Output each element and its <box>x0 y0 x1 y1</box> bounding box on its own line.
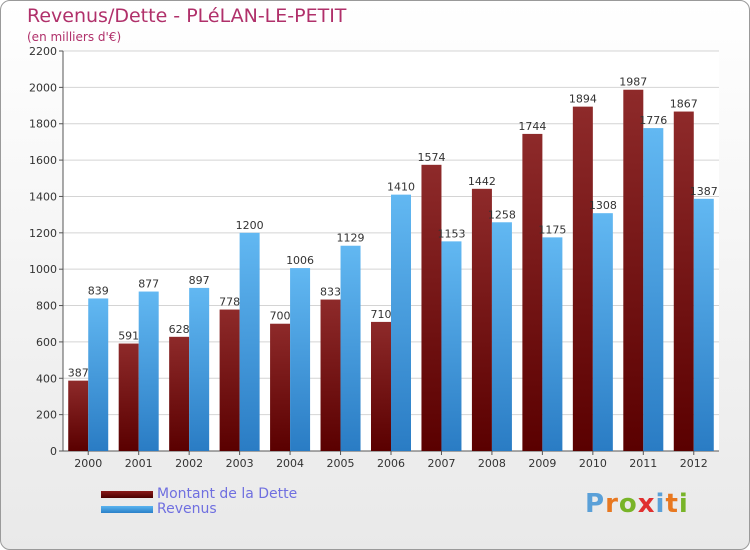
data-label-revenue: 1200 <box>236 219 264 232</box>
x-tick-label: 2004 <box>276 457 304 470</box>
x-tick-label: 2009 <box>528 457 556 470</box>
bar-debt <box>673 111 694 451</box>
y-tick-label: 400 <box>36 372 57 385</box>
bar-revenue <box>592 213 613 451</box>
bar-debt <box>68 380 89 451</box>
legend-label-revenue: Revenus <box>157 501 217 517</box>
data-label-debt: 710 <box>371 308 392 321</box>
chart-title: Revenus/Dette - PLéLAN-LE-PETIT <box>27 5 347 27</box>
data-label-revenue: 1175 <box>538 223 566 236</box>
bar-debt <box>471 188 492 451</box>
y-tick-label: 1800 <box>29 118 57 131</box>
data-label-revenue: 1153 <box>437 227 465 240</box>
data-label-revenue: 1387 <box>690 185 718 198</box>
bar-debt <box>623 89 644 452</box>
logo-letter: i <box>655 489 666 519</box>
bar-revenue <box>290 268 311 451</box>
chart-subtitle: (en milliers d'€) <box>27 30 122 44</box>
x-tick-label: 2012 <box>680 457 708 470</box>
logo-letter: r <box>605 489 619 519</box>
data-label-revenue: 897 <box>189 274 210 287</box>
y-tick-label: 1400 <box>29 190 57 203</box>
bar-debt <box>522 133 543 451</box>
x-tick-label: 2003 <box>226 457 254 470</box>
y-tick-label: 200 <box>36 409 57 422</box>
data-label-revenue: 1410 <box>387 181 415 194</box>
logo-letter: x <box>637 489 656 519</box>
bar-debt <box>219 309 240 451</box>
proxiti-logo: Proxiti <box>585 489 689 519</box>
data-label-revenue: 877 <box>138 278 159 291</box>
data-label-debt: 833 <box>320 286 341 299</box>
data-label-debt: 387 <box>68 367 89 380</box>
logo-letter: o <box>618 489 638 519</box>
bar-revenue <box>88 298 109 451</box>
data-label-revenue: 1129 <box>337 232 365 245</box>
bar-revenue <box>491 222 512 451</box>
x-tick-label: 2002 <box>175 457 203 470</box>
legend-label-debt: Montant de la Dette <box>157 486 298 502</box>
logo-letter: i <box>678 489 689 519</box>
y-tick-label: 600 <box>36 336 57 349</box>
y-tick-label: 2000 <box>29 81 57 94</box>
data-label-revenue: 1006 <box>286 254 314 267</box>
y-tick-label: 1200 <box>29 227 57 240</box>
x-tick-label: 2007 <box>427 457 455 470</box>
data-label-revenue: 1776 <box>639 114 667 127</box>
bar-debt <box>421 164 442 451</box>
data-label-revenue: 1258 <box>488 208 516 221</box>
y-tick-label: 0 <box>50 445 57 458</box>
y-tick-label: 800 <box>36 300 57 313</box>
x-tick-label: 2001 <box>125 457 153 470</box>
data-label-debt: 700 <box>270 310 291 323</box>
bar-revenue <box>391 194 411 452</box>
bar-revenue <box>340 245 361 451</box>
logo-letter: t <box>665 489 679 519</box>
y-tick-label: 1000 <box>29 263 57 276</box>
data-label-debt: 1442 <box>468 175 496 188</box>
bar-revenue <box>189 287 210 451</box>
x-tick-label: 2010 <box>579 457 607 470</box>
bar-debt <box>270 323 291 451</box>
bar-debt <box>169 336 190 451</box>
legend-swatch-debt <box>101 491 153 498</box>
data-label-debt: 778 <box>219 296 240 309</box>
bar-debt <box>572 106 593 452</box>
y-tick-label: 2200 <box>29 45 57 58</box>
bar-revenue <box>239 232 260 451</box>
x-tick-label: 2005 <box>327 457 355 470</box>
data-label-debt: 591 <box>118 330 139 343</box>
data-label-debt: 1867 <box>670 98 698 111</box>
data-label-debt: 1894 <box>569 93 597 106</box>
x-tick-label: 2008 <box>478 457 506 470</box>
data-label-debt: 1987 <box>619 76 647 89</box>
bar-revenue <box>441 241 462 451</box>
bar-debt <box>371 321 391 451</box>
bar-revenue <box>643 128 664 451</box>
bar-revenue <box>542 237 563 451</box>
data-label-debt: 628 <box>169 323 190 336</box>
logo-letter: P <box>585 489 606 519</box>
legend-swatch-revenue <box>101 506 153 513</box>
y-tick-label: 1600 <box>29 154 57 167</box>
data-label-debt: 1744 <box>518 120 546 133</box>
bar-revenue <box>138 291 159 451</box>
bar-debt <box>118 343 139 451</box>
bar-revenue <box>693 198 714 451</box>
data-label-revenue: 1308 <box>589 199 617 212</box>
data-label-revenue: 839 <box>88 284 109 297</box>
x-tick-label: 2000 <box>74 457 102 470</box>
data-label-debt: 1574 <box>417 151 445 164</box>
bar-debt <box>320 299 341 451</box>
x-tick-label: 2006 <box>377 457 405 470</box>
x-tick-label: 2011 <box>629 457 657 470</box>
